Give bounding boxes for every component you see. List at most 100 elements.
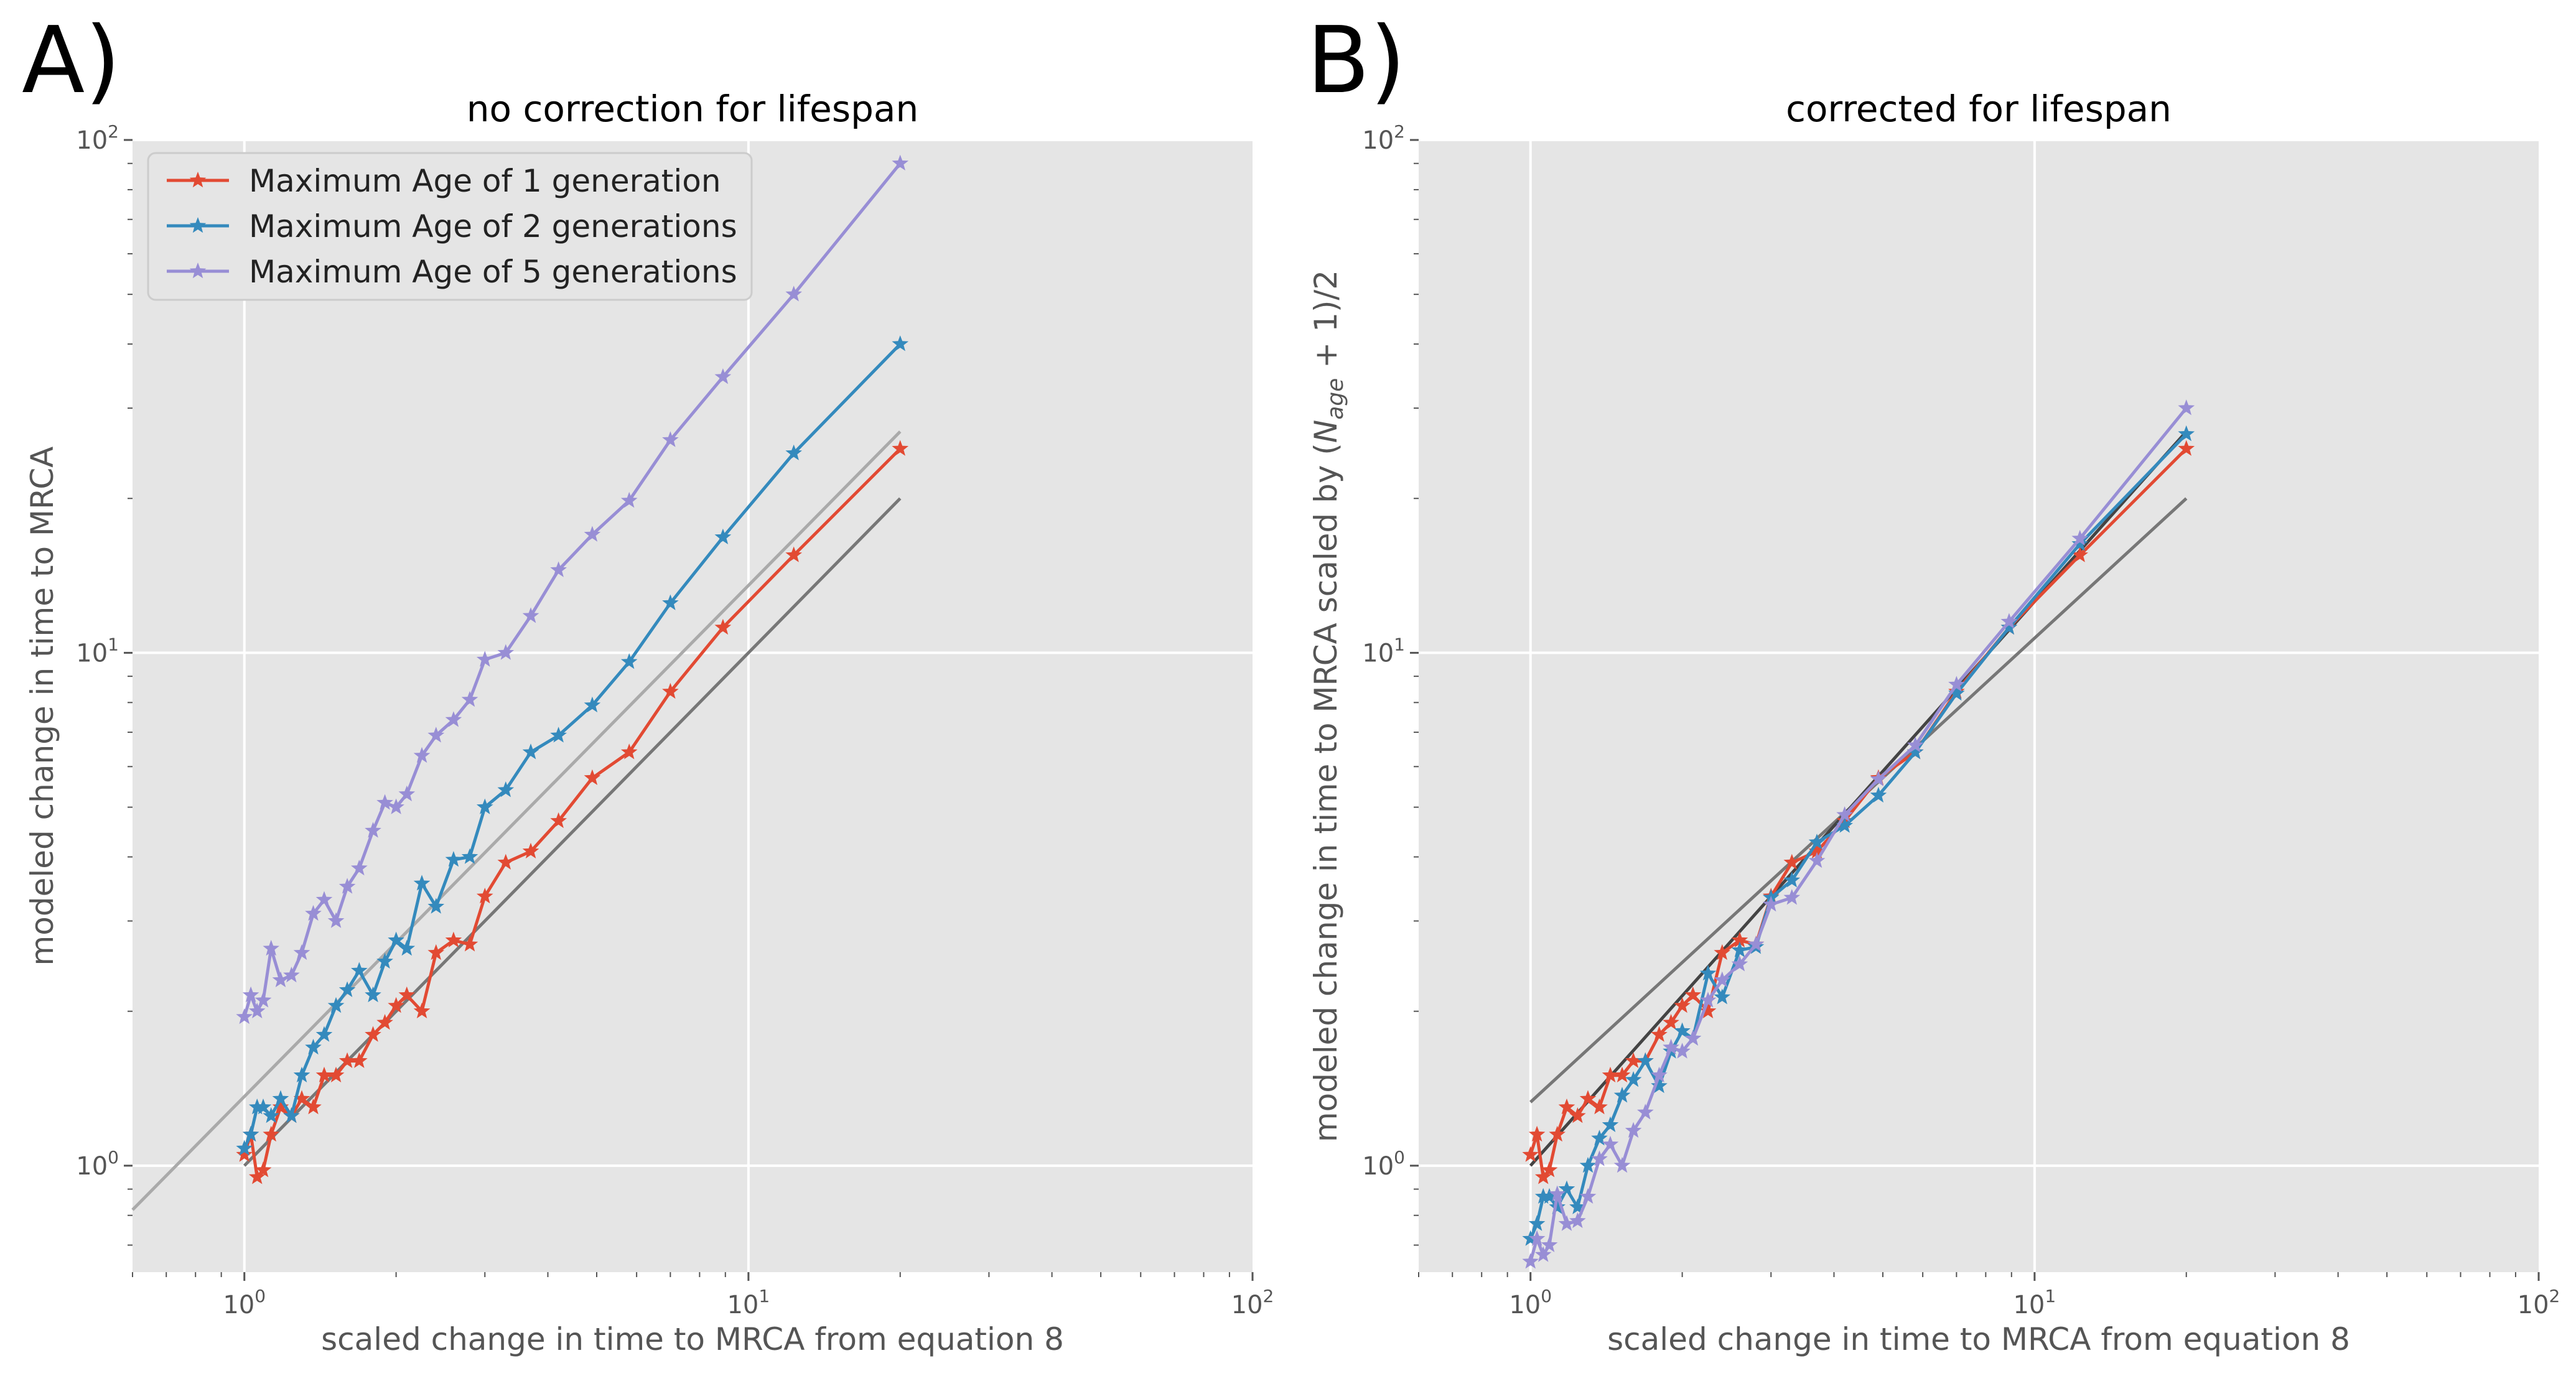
data-point	[305, 1038, 322, 1055]
data-point	[1613, 1156, 1631, 1173]
data-point	[272, 1098, 289, 1115]
data-point	[1522, 1230, 1539, 1246]
data-point	[620, 653, 638, 669]
panel-b-title: corrected for lifespan	[1786, 88, 2172, 130]
data-point	[714, 368, 732, 384]
data-point	[242, 1125, 259, 1142]
y-tick-label: 100	[76, 1147, 119, 1181]
data-point	[263, 939, 279, 956]
panel-a-x-axis-label: scaled change in time to MRCA from equat…	[321, 1321, 1064, 1357]
data-point	[365, 1026, 381, 1042]
data-point	[1762, 896, 1780, 912]
data-point	[351, 859, 368, 876]
data-point	[398, 939, 416, 956]
data-point	[497, 781, 515, 797]
data-point	[1699, 964, 1717, 981]
data-point	[1569, 1212, 1586, 1229]
data-point	[1714, 988, 1731, 1005]
data-point	[1569, 1198, 1586, 1214]
data-point	[1747, 936, 1765, 952]
data-point	[662, 594, 679, 610]
data-point	[714, 528, 732, 544]
data-point	[1714, 971, 1731, 987]
data-point	[327, 1066, 345, 1082]
data-point	[254, 1161, 272, 1178]
legend-entry-age-5: Maximum Age of 5 generations	[167, 254, 737, 290]
data-point	[236, 1146, 253, 1162]
x-tick-base: 10	[2013, 1291, 2045, 1319]
data-point	[892, 335, 909, 351]
legend-entry-age-2: Maximum Age of 2 generations	[167, 208, 737, 244]
data-point	[376, 1014, 393, 1030]
data-point	[1674, 1022, 1691, 1038]
data-point	[1906, 737, 1924, 753]
data-point	[388, 798, 404, 814]
data-point	[476, 798, 493, 814]
data-point	[445, 931, 462, 947]
panel-b-letter: B)	[1307, 7, 1406, 114]
x-tick-base: 10	[2518, 1291, 2549, 1319]
x-tick-exponent: 0	[1541, 1286, 1552, 1306]
panel-a-y-axis-label: modeled change in time to MRCA	[24, 447, 60, 966]
data-point	[1528, 1125, 1546, 1142]
y-tick-exponent: 0	[1394, 1147, 1405, 1168]
data-point	[1731, 956, 1748, 972]
data-point	[2071, 535, 2088, 551]
data-point	[365, 986, 381, 1003]
data-point	[236, 1140, 253, 1156]
data-point	[892, 440, 909, 456]
panel-b: B) corrected for lifespan 100 101 10210010…	[1307, 7, 2560, 1357]
panel-a-title: no correction for lifespan	[467, 88, 918, 130]
data-point	[413, 746, 431, 763]
data-point	[1602, 1116, 1619, 1132]
panel-b-minor-ticks	[1414, 162, 2516, 1277]
data-point	[1613, 1087, 1631, 1103]
panel-a-plot-area	[133, 140, 1253, 1272]
series-1	[236, 440, 909, 1184]
data-point	[376, 952, 393, 969]
data-point	[263, 1125, 279, 1142]
data-point	[272, 1090, 289, 1106]
data-point	[620, 491, 638, 508]
data-point	[1731, 941, 1748, 957]
data-point	[272, 971, 289, 987]
data-point	[2071, 529, 2088, 546]
panel-a-series	[236, 154, 909, 1184]
panel-a-grid	[133, 139, 1253, 1272]
data-point	[1731, 931, 1748, 947]
data-point	[351, 962, 368, 978]
panel-b-x-axis-label: scaled change in time to MRCA from equat…	[1607, 1321, 2350, 1357]
data-point	[1651, 1077, 1668, 1094]
data-point	[293, 944, 310, 960]
legend-entry-age-1: Maximum Age of 1 generation	[167, 163, 721, 199]
data-point	[2000, 618, 2018, 635]
data-point	[254, 992, 272, 1008]
y-tick-base: 10	[76, 639, 108, 667]
x-tick-exponent: 2	[1263, 1286, 1274, 1306]
series-3	[1522, 399, 2195, 1269]
x-tick-base: 10	[1231, 1291, 1263, 1319]
data-point	[1663, 1014, 1679, 1030]
data-point	[1579, 1090, 1597, 1106]
y-tick-base: 10	[1362, 126, 1394, 155]
data-point	[1684, 1030, 1702, 1046]
y-tick-exponent: 0	[108, 1147, 119, 1168]
data-point	[461, 848, 478, 864]
data-point	[1534, 1188, 1552, 1204]
data-point	[388, 931, 404, 947]
legend-box	[147, 152, 753, 301]
data-point	[461, 936, 478, 952]
data-point	[1528, 1215, 1546, 1231]
y-tick-label: 102	[76, 121, 119, 155]
data-point	[1558, 1180, 1575, 1196]
data-point	[263, 1107, 279, 1123]
data-point	[1674, 1043, 1691, 1059]
data-point	[2178, 425, 2195, 442]
data-point	[662, 431, 679, 447]
y-tick-label: 100	[1362, 1147, 1405, 1181]
data-point	[1569, 1107, 1586, 1123]
data-point	[1541, 1188, 1558, 1204]
panel-b-series	[1522, 399, 2195, 1269]
